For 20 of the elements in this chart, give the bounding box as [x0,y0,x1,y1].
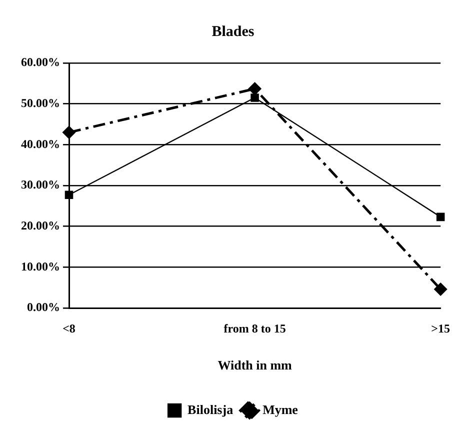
y-tick-label: 40.00% [21,136,60,151]
x-tick-label: from 8 to 15 [224,321,286,336]
x-tick-label: <8 [62,321,76,336]
point [436,212,445,222]
legend-label: Myme [262,402,298,417]
point [250,94,259,102]
point [62,126,76,139]
point [434,282,447,296]
legend-label: Bilolisja [188,402,234,417]
point [248,82,262,95]
y-tick-label: 60.00% [21,55,60,70]
chart-title: Blades [212,24,254,40]
x-axis-title: Width in mm [218,358,292,373]
y-tick-label: 50.00% [21,96,60,110]
y-tick-label: 0.00% [27,300,60,314]
y-tick-label: 10.00% [21,259,60,274]
point [64,190,74,200]
y-tick-label: 20.00% [21,218,60,232]
y-tick-label: 30.00% [21,178,60,192]
x-tick-label: >15 [431,321,450,336]
